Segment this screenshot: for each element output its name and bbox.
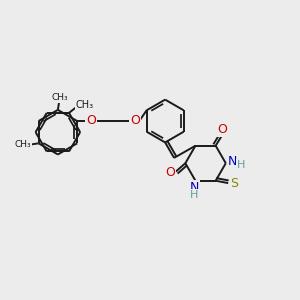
Text: H: H (236, 160, 245, 170)
Text: O: O (130, 114, 140, 127)
Text: O: O (217, 123, 227, 136)
Text: N: N (228, 155, 237, 168)
Text: CH₃: CH₃ (76, 100, 94, 110)
Text: H: H (190, 190, 198, 200)
Text: O: O (86, 114, 96, 127)
Text: CH₃: CH₃ (15, 140, 32, 149)
Text: S: S (230, 177, 238, 190)
Text: N: N (189, 181, 199, 194)
Text: CH₃: CH₃ (51, 93, 68, 102)
Text: O: O (165, 166, 175, 179)
